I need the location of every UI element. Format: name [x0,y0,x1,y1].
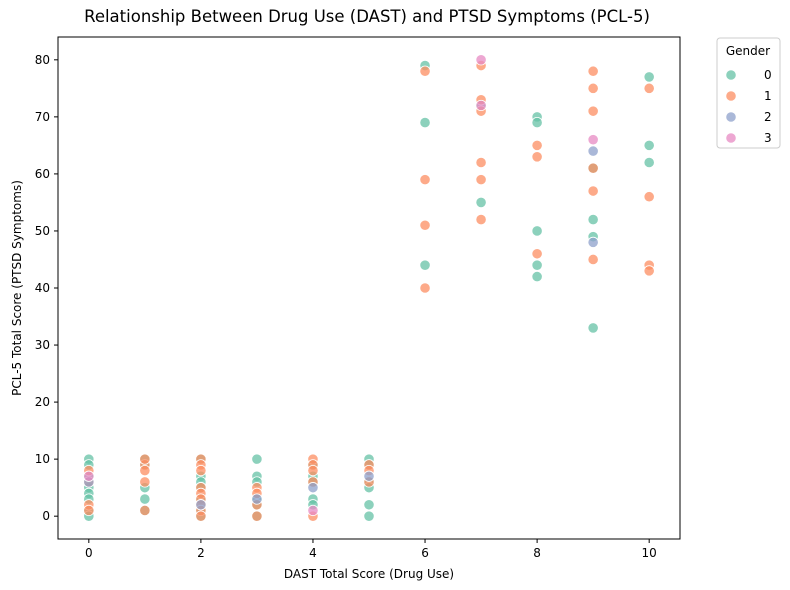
data-point [419,282,431,294]
data-point [363,510,375,522]
x-axis-label: DAST Total Score (Drug Use) [284,567,454,581]
data-point [587,134,599,146]
data-point [531,259,543,271]
y-tick-label: 10 [35,452,50,466]
legend: Gender 0 1 2 3 [716,37,781,149]
legend-entries: 0 1 2 3 [725,68,772,145]
x-tick-label: 0 [85,546,93,560]
data-point [139,464,151,477]
legend-marker [725,111,737,123]
data-point [419,65,431,77]
data-point [83,504,95,517]
data-point [587,213,599,226]
data-point [475,213,487,226]
x-tick-label: 4 [309,546,317,560]
data-point [587,65,599,77]
y-axis-label: PCL-5 Total Score (PTSD Symptoms) [10,180,24,396]
data-point [307,464,319,477]
data-point [587,162,599,174]
data-point [531,270,543,283]
data-point [475,196,487,209]
data-point [475,156,487,169]
y-tick-label: 20 [35,395,50,409]
data-point [195,499,207,511]
data-point [643,82,655,94]
data-point [307,482,319,494]
data-point [139,476,151,488]
data-point [419,116,431,129]
data-point [475,99,487,112]
data-point [251,493,263,505]
data-point [587,105,599,117]
data-point [643,265,655,277]
data-point [139,453,151,465]
data-point [475,54,487,66]
data-point [307,504,319,517]
y-ticks: 0 10 20 30 40 50 60 70 80 [35,53,58,523]
y-tick-label: 30 [35,338,50,352]
x-ticks: 0 2 4 6 8 10 [85,539,657,560]
y-tick-label: 40 [35,281,50,295]
data-point [251,510,263,522]
y-tick-label: 60 [35,167,50,181]
y-tick-label: 50 [35,224,50,238]
data-point [363,470,375,482]
x-tick-label: 8 [533,546,541,560]
legend-label: 2 [764,110,772,124]
data-point [531,151,543,163]
y-tick-label: 0 [42,509,50,523]
data-point [195,510,207,522]
data-point [643,156,655,169]
legend-marker [725,132,737,144]
chart-title: Relationship Between Drug Use (DAST) and… [84,7,650,26]
legend-label: 3 [764,131,772,145]
data-point [531,139,543,151]
data-point [587,253,599,266]
data-point [643,191,655,203]
data-point [531,116,543,129]
data-point [251,453,263,465]
legend-marker [725,69,737,81]
data-point [139,504,151,517]
data-point [419,174,431,186]
y-tick-label: 80 [35,53,50,67]
legend-title: Gender [726,44,770,58]
x-tick-label: 6 [421,546,429,560]
data-point [419,259,431,271]
data-point [643,139,655,151]
data-point [587,82,599,94]
data-point [475,174,487,186]
legend-label: 1 [764,89,772,103]
data-point [531,225,543,237]
legend-marker [725,90,737,102]
x-tick-label: 10 [642,546,657,560]
x-tick-label: 2 [197,546,205,560]
data-point [587,236,599,248]
data-point [195,464,207,477]
data-point [363,499,375,511]
data-point [531,248,543,260]
data-point [587,185,599,197]
data-point [139,493,151,505]
data-point [587,322,599,334]
data-point [83,470,95,482]
data-point [587,145,599,157]
points-layer [83,54,655,522]
y-tick-label: 70 [35,110,50,124]
data-point [643,71,655,83]
legend-label: 0 [764,68,772,82]
data-point [419,219,431,231]
